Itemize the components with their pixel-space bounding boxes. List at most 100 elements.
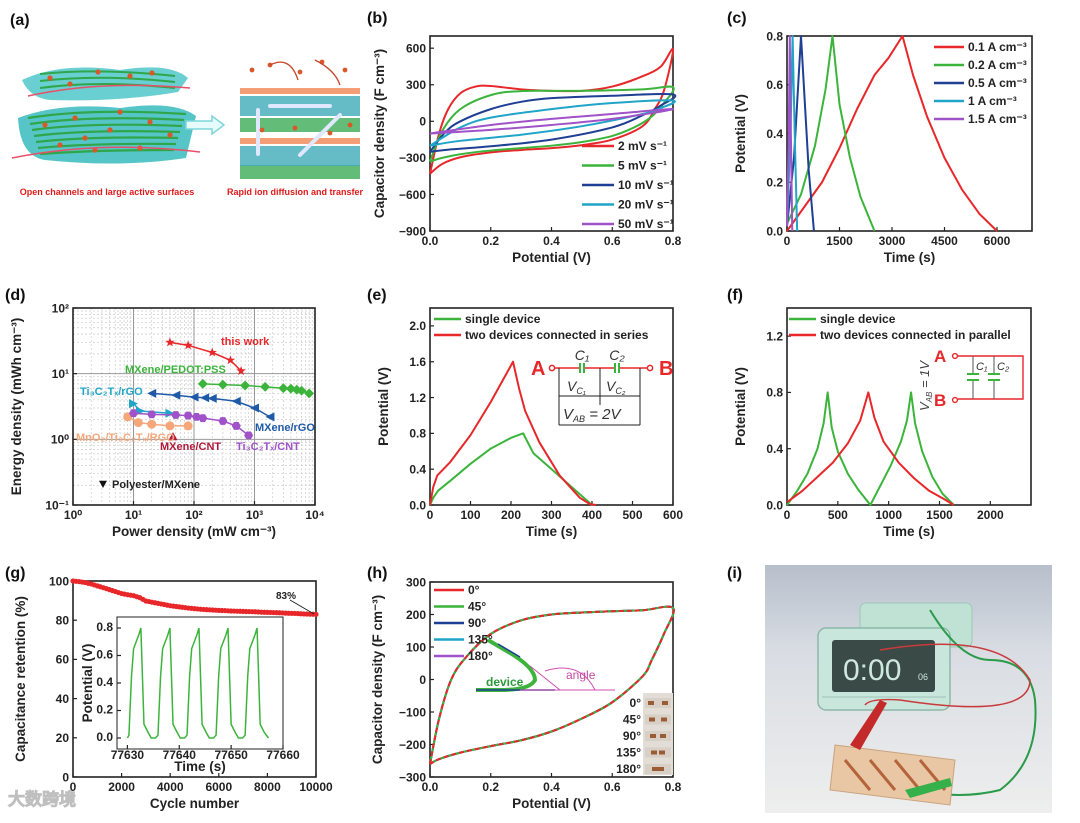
x-axis-label: Cycle number: [150, 796, 240, 811]
ion-channel: [256, 104, 342, 157]
x-tick-label: 1500: [926, 508, 953, 522]
data-point-tri-left: [265, 412, 275, 422]
legend-label: 10 mV s⁻¹: [618, 178, 674, 192]
ion-dot: [95, 69, 101, 75]
ion-dot: [342, 67, 348, 73]
timer-screen: [832, 640, 935, 692]
y-tick-label: 80: [56, 614, 70, 628]
ion-dot: [107, 127, 113, 133]
x-tick-label: 0.0: [422, 234, 439, 248]
y-tick-label: 0.2: [766, 176, 783, 190]
y-tick-label: 0.8: [766, 29, 783, 43]
series-annotation: Ti₃C₂Tₓ/CNT: [236, 441, 300, 453]
ion-dot: [259, 127, 265, 133]
plot-frame: [72, 580, 317, 778]
data-point-diamond: [260, 381, 271, 392]
y-tick-label: 10²: [52, 301, 69, 315]
series-line: [786, 391, 955, 506]
ion-dot: [82, 135, 88, 141]
illustration-open-channels: [11, 67, 201, 164]
series-annotation: MnO₂/Ti₃C₂Tₓ/RGO: [76, 432, 175, 444]
y-axis-label: Potential (V): [733, 94, 748, 173]
x-tick-label: 2000: [977, 508, 1004, 522]
y-tick-label: 100: [49, 574, 69, 588]
y-tick-label: 300: [406, 78, 426, 92]
retention-annotation: 83%: [276, 591, 296, 602]
annotation-arrow: [289, 599, 315, 615]
ion-dot: [72, 115, 78, 121]
series-annotation: this work: [221, 336, 270, 348]
x-tick-label: 3000: [879, 234, 906, 248]
y-tick-label: −200: [399, 738, 426, 752]
data-point-tri-up: [168, 432, 178, 441]
bend-angle-label: 90°: [623, 729, 641, 743]
x-axis-label: Potential (V): [512, 250, 591, 265]
legend-label: 2 mV s⁻¹: [618, 139, 667, 153]
y-tick-label: 0.0: [766, 498, 783, 512]
x-tick-label: 0.8: [665, 234, 682, 248]
capacitor-label: C₂: [997, 361, 1010, 373]
x-tick-label: 4000: [157, 780, 184, 794]
y-tick-label: 0.8: [766, 386, 783, 400]
bent-device-photo: [645, 698, 671, 708]
x-tick-label: 0.6: [604, 780, 621, 794]
data-point-diamond: [304, 388, 315, 399]
electrode: [658, 767, 664, 771]
voltage-value: = 2V: [585, 406, 622, 423]
panel-f-parallel-gcd: 0 500 1000 1500 2000 0.0 0.4 0.8 1.2 Time (s) Pote…: [733, 307, 1032, 539]
panel-label-h: (h): [367, 565, 387, 582]
y-tick-label: 0.6: [96, 647, 113, 661]
x-axis-label: Power density (mW cm⁻³): [112, 524, 276, 539]
y-axis-label: Potential (V): [733, 367, 748, 446]
ion-dot: [42, 122, 48, 128]
x-tick-label: 0.2: [482, 780, 499, 794]
y-tick-label: 10¹: [52, 367, 69, 381]
data-point-tri-left: [200, 393, 210, 403]
series-line: [786, 35, 799, 232]
subscript: AB: [925, 391, 934, 403]
data-point-tri-left: [171, 390, 181, 400]
legend-label: 0.1 A cm⁻³: [968, 40, 1027, 54]
data-point-diamond: [296, 385, 307, 396]
data-point-hexagon: [171, 411, 181, 419]
layer-band: [240, 88, 360, 94]
data-point-hexagon: [183, 411, 193, 420]
series-annotation: Polyester/MXene: [112, 479, 200, 491]
device-electrode: [868, 759, 897, 791]
data-point-star: [236, 365, 246, 375]
terminal-b: [646, 364, 654, 372]
illustration-ion-diffusion: [240, 59, 360, 179]
x-tick-label: 10³: [246, 508, 263, 522]
x-tick-label: 400: [582, 508, 602, 522]
series-line: [786, 35, 876, 232]
y-tick-label: 10⁰: [51, 433, 69, 447]
data-point-dot: [313, 611, 319, 617]
polymer-chain: [39, 148, 175, 156]
x-tick-label: 0.6: [604, 234, 621, 248]
series-line: [786, 35, 998, 232]
capacitor-label: C₁: [575, 347, 590, 363]
data-point-hexagon: [129, 409, 138, 418]
panel-i-device-photo: 0:00 06: [765, 565, 1052, 813]
legend-label: 0.5 A cm⁻³: [968, 76, 1027, 90]
arrow-icon: [185, 114, 226, 136]
green-alligator-clip: [905, 778, 952, 798]
x-tick-label: 6000: [984, 234, 1011, 248]
data-point-tri-left: [207, 393, 217, 403]
y-tick-label: 10⁻¹: [45, 498, 69, 512]
panel-g-cycling-stability: 0 2000 4000 6000 8000 10000 0 20 40 60 80 100 Cycle …: [13, 574, 333, 811]
y-tick-label: 0.2: [96, 702, 113, 716]
polymer-chain: [29, 117, 185, 126]
y-tick-label: 0.0: [96, 730, 113, 744]
ion-path-arrow: [11, 146, 201, 159]
legend-label: 0.2 A cm⁻³: [968, 58, 1027, 72]
y-tick-label: 1.2: [766, 329, 783, 343]
data-point-tri-left: [147, 388, 157, 398]
y-axis-label: Capacitor density (F cm⁻³): [372, 49, 387, 218]
bent-device-photo: [645, 714, 671, 725]
voltage-value: = 1V: [917, 360, 932, 392]
series-line: [126, 627, 270, 739]
electrode: [652, 767, 658, 771]
